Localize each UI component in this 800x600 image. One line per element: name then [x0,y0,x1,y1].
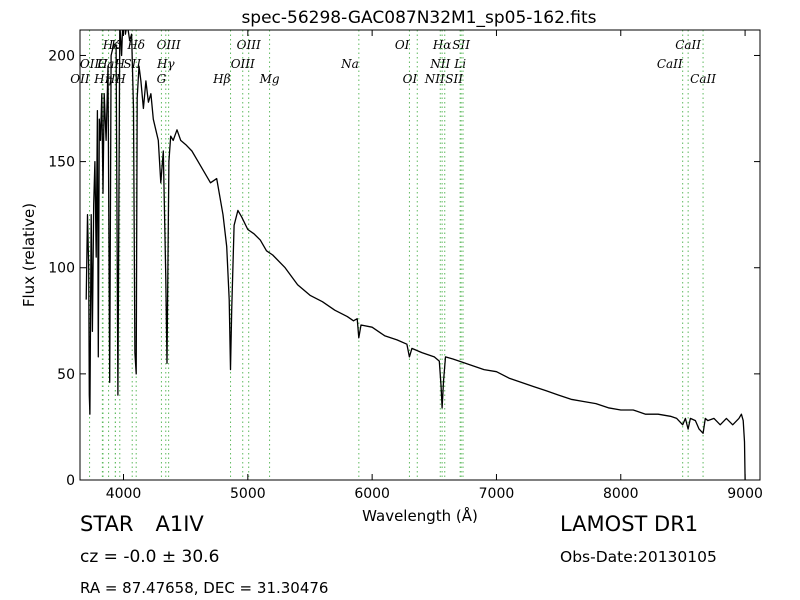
x-axis: 4000 5000 6000 7000 8000 9000 [106,30,763,502]
object-type: STAR [80,512,134,536]
y-tick-label: 100 [48,261,75,277]
marker-label: OIII [237,38,261,52]
marker-label: HH [104,72,126,86]
x-tick-label: 8000 [603,486,639,502]
y-tick-label: 200 [48,48,75,64]
marker-label: NII [424,72,445,86]
survey-name: LAMOST DR1 [560,512,699,536]
redshift-line: cz = -0.0 ± 30.6 [80,547,220,567]
marker-label: SII [445,72,463,86]
y-tick-label: 150 [48,155,75,171]
marker-label: H [96,57,108,71]
x-axis-label: Wavelength (Å) [362,506,478,525]
marker-label: CaII [675,38,701,52]
marker-label: OIII [231,57,255,71]
marker-label: OII [80,57,100,71]
y-axis-label: Flux (relative) [20,203,38,307]
x-tick-label: 5000 [230,486,266,502]
chart-title: spec-56298-GAC087N32M1_sp05-162.fits [241,8,596,28]
marker-label: CaII [690,72,716,86]
x-tick-label: 7000 [479,486,515,502]
plot-area [85,30,746,480]
marker-label: OI [403,72,418,86]
marker-label: Na [340,57,359,71]
observation-date: Obs-Date:20130105 [560,548,717,566]
object-subclass: A1IV [155,512,204,536]
marker-label: OIII [157,38,181,52]
line-markers: HεKHδOIIIOIIIOIHαSIICaIIOIIHCaIHSIIHγOII… [70,30,716,480]
marker-label: Hδ [126,38,145,52]
spectrum-line [85,30,746,480]
marker-label: OI [395,38,410,52]
x-tick-label: 9000 [727,486,763,502]
marker-label: Hβ [212,72,230,86]
marker-label: Mg [259,72,280,86]
marker-label: CaII [657,57,683,71]
marker-label: Li [453,57,466,71]
marker-label: G [157,72,167,86]
marker-label: NII [429,57,450,71]
marker-label: SII [452,38,470,52]
plot-frame [79,29,761,481]
marker-label: Hα [432,38,452,52]
y-axis: 0 50 100 150 200 [48,48,760,489]
coordinates-line: RA = 87.47658, DEC = 31.30476 [80,579,329,597]
x-tick-label: 6000 [354,486,390,502]
y-tick-label: 50 [57,367,75,383]
x-tick-label: 4000 [106,486,142,502]
marker-label: Hγ [156,57,175,71]
y-tick-label: 0 [66,473,75,489]
classification-line: STAR A1IV [80,512,204,536]
